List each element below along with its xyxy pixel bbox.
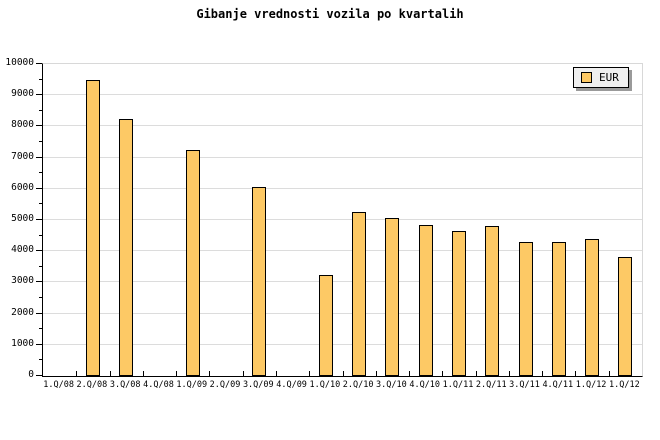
x-tick: [309, 371, 311, 376]
x-tick-label: 3.Q/09: [242, 380, 274, 390]
x-tick-label: 1.Q/09: [176, 380, 208, 390]
y-tick-major: [36, 281, 42, 283]
bar: [352, 212, 367, 376]
x-tick: [542, 371, 544, 376]
gridline: [43, 250, 642, 252]
x-tick-label: 1.Q/12: [575, 380, 607, 390]
gridline: [43, 187, 642, 189]
y-tick-major: [36, 250, 42, 252]
x-tick-label: 2.Q/11: [475, 380, 507, 390]
y-tick-label: 5000: [11, 213, 34, 224]
x-tick-label: 1.Q/12: [609, 380, 640, 390]
x-tick-label: 4.Q/09: [276, 380, 307, 390]
legend-swatch-eur: [581, 72, 592, 83]
legend-box: EUR: [573, 67, 629, 88]
y-tick-major: [36, 375, 42, 376]
bar: [119, 118, 134, 376]
gridline: [43, 281, 642, 283]
x-tick-label: 2.Q/10: [342, 380, 374, 390]
bar: [551, 241, 566, 376]
gridline: [43, 343, 642, 345]
x-tick: [242, 371, 244, 376]
bar: [451, 230, 466, 376]
y-tick-label: 2000: [11, 306, 34, 318]
x-tick-label: 4.Q/10: [409, 380, 441, 390]
x-tick-label: 2.Q/09: [209, 380, 241, 390]
x-axis-labels: 1.Q/08 2.Q/08 3.Q/08 4.Q/08 1.Q/09 2.Q/09 3.Q/…: [42, 380, 641, 392]
bar: [252, 187, 267, 376]
chart-title: Gibanje vrednosti vozila po kvartalih: [196, 7, 464, 21]
y-tick-minor: [39, 109, 42, 111]
x-tick: [575, 371, 577, 376]
bar: [318, 274, 333, 376]
x-tick-label: 1.Q/10: [309, 380, 341, 390]
bar: [518, 241, 533, 376]
y-tick-label: 1000: [11, 337, 34, 349]
y-tick-label: 6000: [11, 181, 34, 193]
bar: [418, 224, 433, 376]
gridline: [43, 156, 642, 158]
y-tick-label: 8000: [11, 119, 34, 131]
y-tick-label: 10000: [5, 57, 34, 68]
y-tick-major: [36, 94, 42, 96]
x-tick-label: 1.Q/08: [43, 380, 74, 390]
x-tick: [209, 371, 211, 376]
x-tick: [176, 371, 178, 376]
y-axis-ticks: [36, 63, 42, 376]
x-tick-label: 1.Q/11: [442, 380, 474, 390]
gridline: [43, 219, 642, 220]
y-tick-minor: [39, 172, 42, 174]
x-tick: [76, 371, 78, 376]
x-tick: [142, 371, 144, 376]
plot-area: EUR: [42, 63, 643, 377]
bar: [618, 257, 633, 376]
y-tick-minor: [39, 141, 42, 142]
x-tick-label: 4.Q/08: [143, 380, 174, 390]
gridline: [43, 94, 642, 96]
y-tick-minor: [39, 359, 42, 361]
y-tick-minor: [39, 234, 42, 236]
bar: [385, 218, 400, 376]
x-tick-label: 4.Q/11: [542, 380, 574, 390]
bar: [485, 226, 500, 376]
bar: [85, 79, 100, 376]
y-tick-major: [36, 156, 42, 158]
y-tick-minor: [39, 78, 42, 80]
x-tick: [409, 371, 411, 376]
gridline: [43, 125, 642, 127]
y-tick-major: [36, 312, 42, 314]
y-axis-labels: 0 1000 2000 3000 4000 5000 6000 7000 8000 9000 100…: [0, 58, 34, 380]
y-tick-label: 4000: [11, 244, 34, 256]
bar: [585, 238, 600, 376]
y-tick-major: [36, 343, 42, 345]
y-tick-label: 9000: [11, 88, 34, 100]
y-tick-label: 7000: [11, 150, 34, 162]
y-tick-major: [36, 219, 42, 220]
y-tick-minor: [39, 265, 42, 267]
x-tick: [375, 371, 377, 376]
y-tick-minor: [39, 297, 42, 298]
x-tick: [109, 371, 111, 376]
x-tick: [475, 371, 477, 376]
y-tick-minor: [39, 203, 42, 205]
x-tick: [342, 371, 344, 376]
bar: [185, 149, 200, 376]
y-tick-major: [36, 187, 42, 189]
x-tick-label: 3.Q/10: [376, 380, 407, 390]
x-tick: [608, 371, 610, 376]
x-tick-label: 2.Q/08: [76, 380, 108, 390]
y-tick-major: [36, 125, 42, 127]
y-tick-label: 0: [28, 369, 34, 380]
y-tick-major: [36, 63, 42, 64]
gridline: [43, 312, 642, 314]
x-tick: [442, 371, 444, 376]
x-tick-label: 3.Q/08: [109, 380, 141, 390]
legend-label-eur: EUR: [599, 71, 619, 84]
x-tick: [508, 371, 510, 376]
x-tick: [275, 371, 277, 376]
x-tick-label: 3.Q/11: [509, 380, 540, 390]
y-tick-label: 3000: [11, 275, 34, 287]
y-tick-minor: [39, 328, 42, 330]
